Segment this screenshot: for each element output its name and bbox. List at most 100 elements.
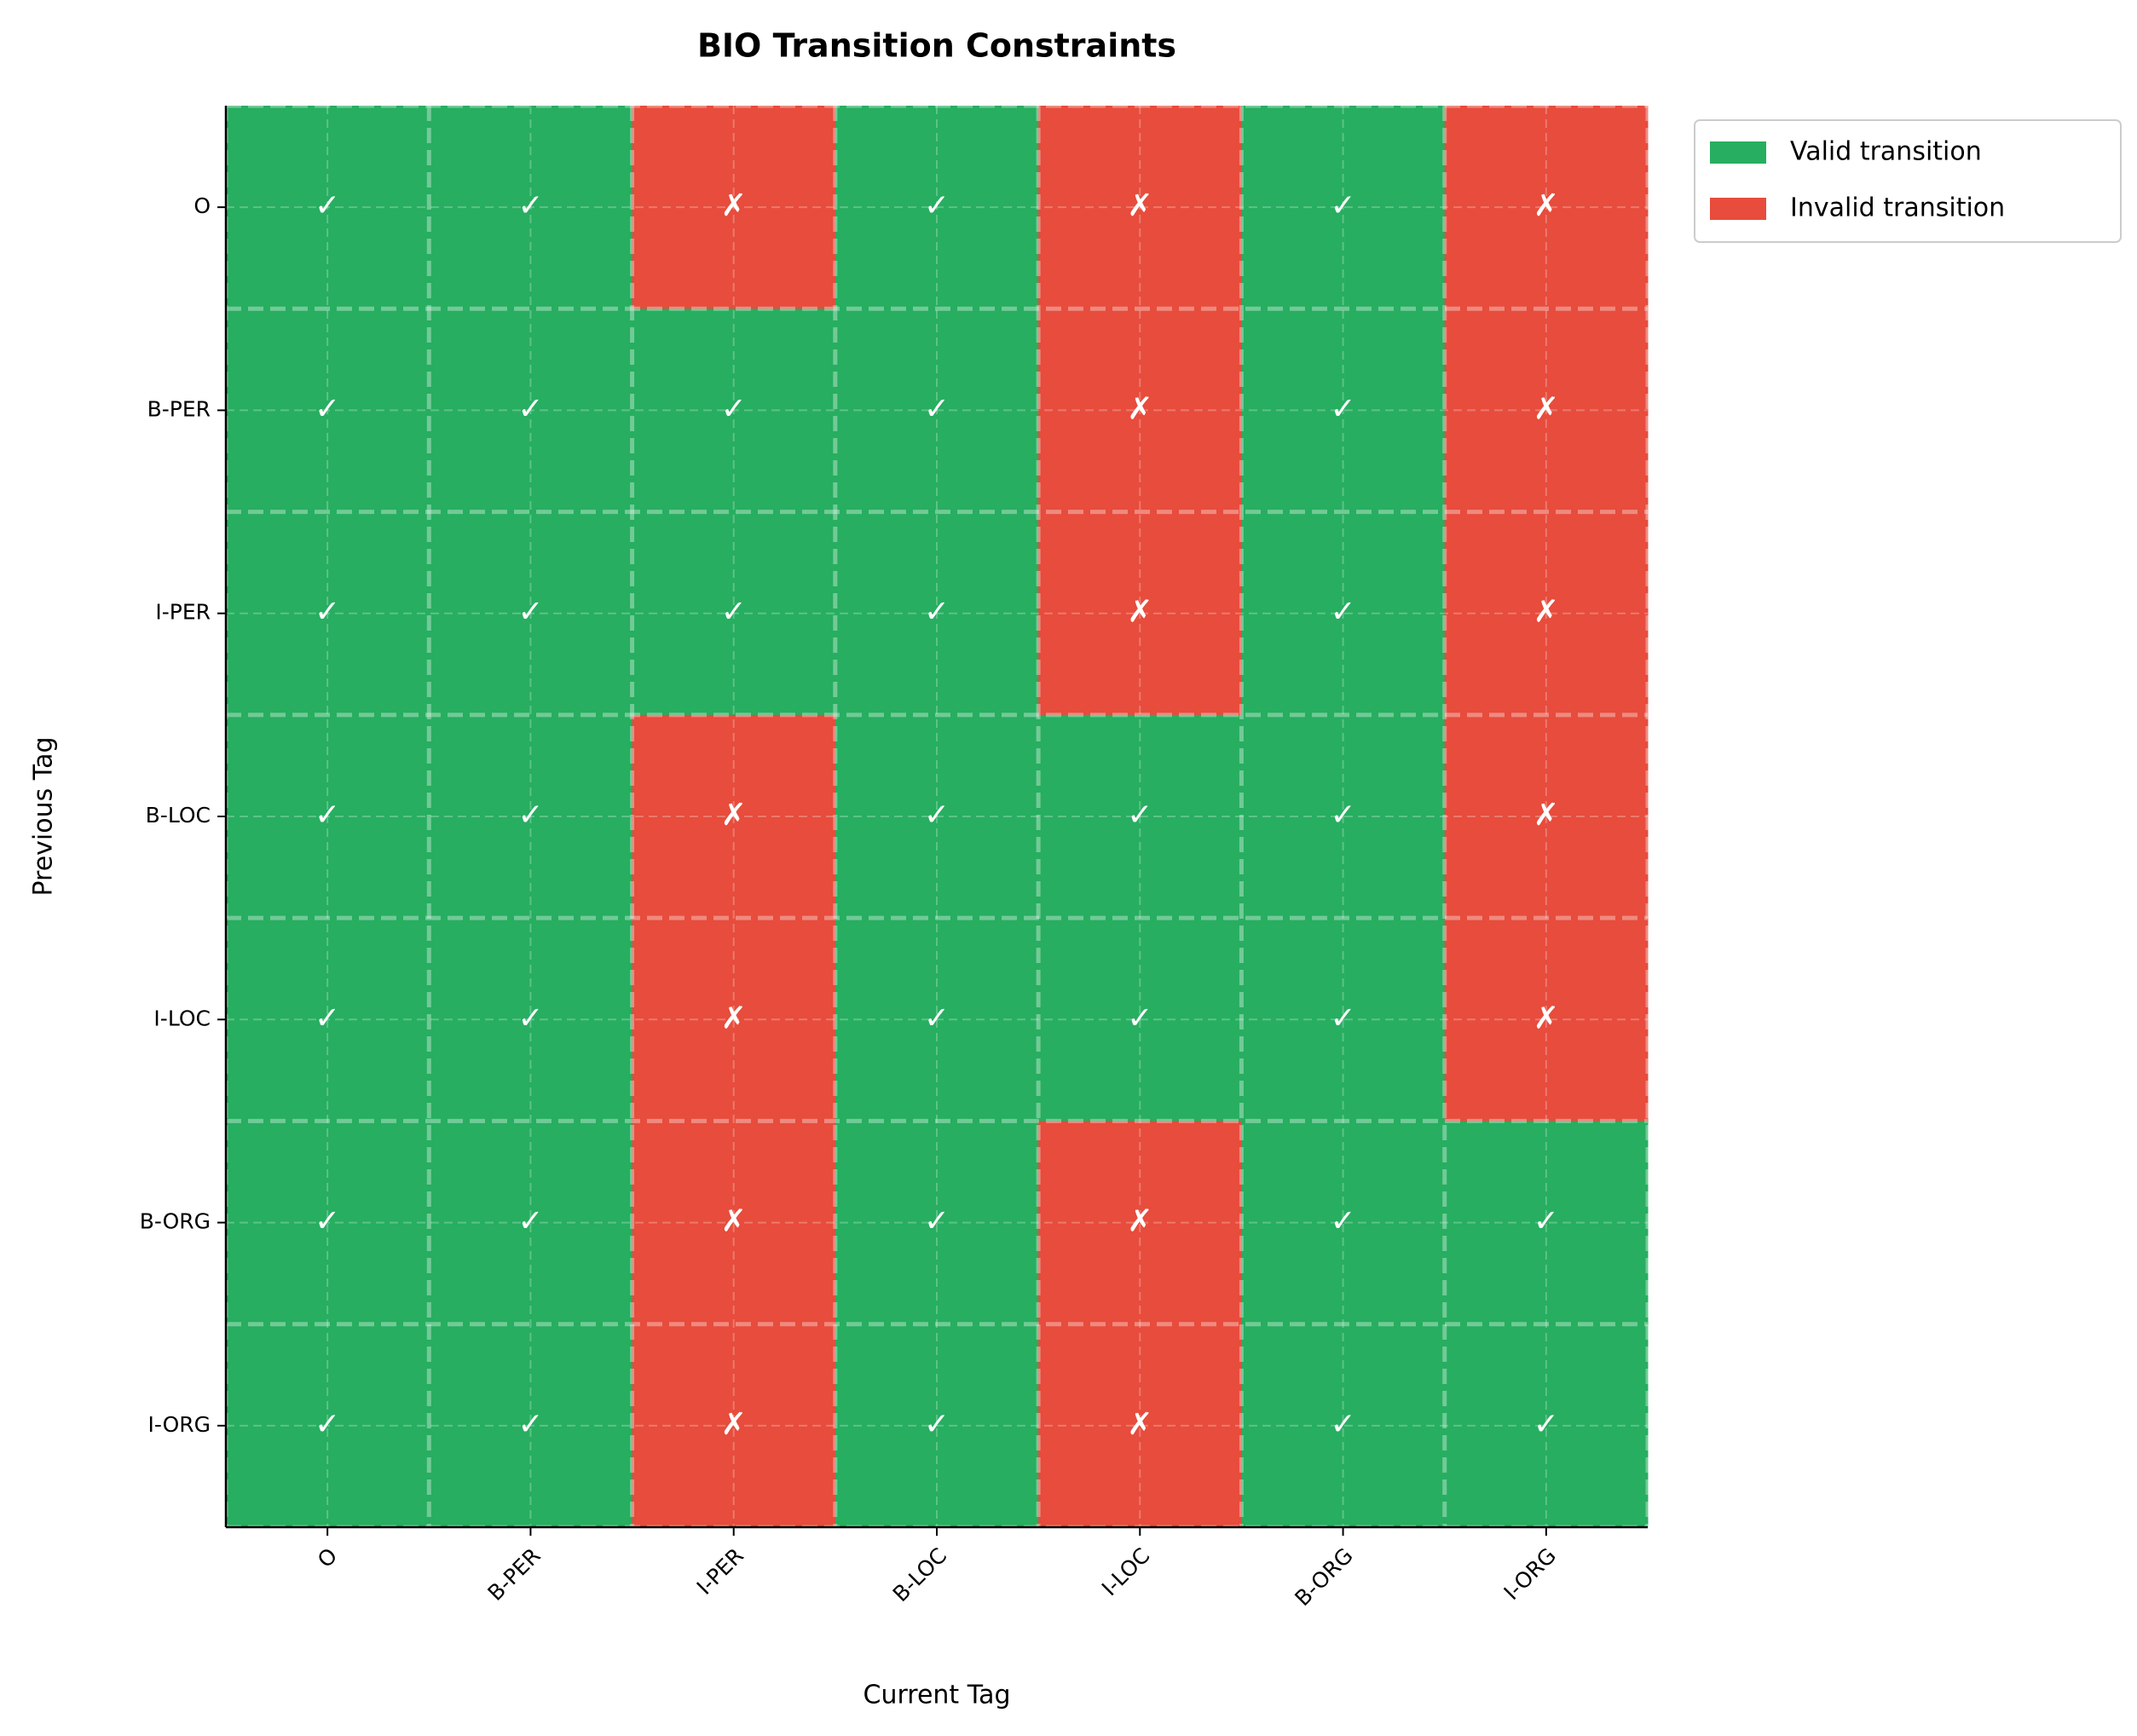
- cell-label: ✗: [721, 1407, 747, 1442]
- heatmap-cell: [429, 1121, 633, 1325]
- cell-label: ✓: [1533, 1407, 1559, 1442]
- heatmap-cell: [632, 106, 836, 309]
- cell-label: ✓: [517, 798, 543, 833]
- x-axis-label: Current Tag: [863, 1681, 1011, 1710]
- heatmap-cell: [226, 1121, 430, 1325]
- cell-label: ✓: [315, 1407, 340, 1442]
- x-tick-label: I-LOC: [1097, 1543, 1155, 1601]
- y-tick-label: B-LOC: [146, 803, 211, 828]
- heatmap-cell: [1038, 1324, 1242, 1528]
- heatmap-cell: [1444, 1324, 1649, 1528]
- cell-label: ✓: [721, 391, 747, 426]
- cell-label: ✓: [1330, 1001, 1355, 1035]
- cell-label: ✓: [924, 1204, 950, 1239]
- cell-label: ✓: [517, 188, 543, 223]
- y-tick-label: B-PER: [147, 396, 211, 421]
- x-tick-label: I-ORG: [1499, 1543, 1561, 1605]
- cell-label: ✓: [315, 798, 340, 833]
- heatmap-cell: [632, 918, 836, 1122]
- heatmap-cell: [429, 1324, 633, 1528]
- heatmap-cell: [429, 511, 633, 716]
- y-tick-label: B-ORG: [140, 1209, 211, 1234]
- y-tick-label: I-ORG: [147, 1412, 211, 1437]
- heatmap-cell: [632, 309, 836, 513]
- heatmap-cell: [1038, 106, 1242, 309]
- heatmap-cell: [632, 1121, 836, 1325]
- heatmap-cell: [1444, 1121, 1649, 1325]
- heatmap-cell: [632, 511, 836, 716]
- heatmap-cell: [1038, 309, 1242, 513]
- heatmap-cell: [835, 918, 1039, 1122]
- cell-label: ✓: [315, 1001, 340, 1035]
- cell-label: ✓: [517, 595, 543, 630]
- cell-label: ✓: [517, 391, 543, 426]
- y-tick-label: I-LOC: [153, 1006, 211, 1030]
- legend-swatch: [1710, 198, 1766, 220]
- cell-label: ✓: [1533, 1204, 1559, 1239]
- cell-label: ✗: [1533, 595, 1559, 630]
- heatmap-cell: [835, 106, 1039, 309]
- heatmap-cell: [632, 1324, 836, 1528]
- heatmap-cell: [1444, 106, 1649, 309]
- chart-title: BIO Transition Constraints: [697, 27, 1176, 65]
- heatmap-cell: [835, 714, 1039, 919]
- heatmap-cell: [226, 309, 430, 513]
- cell-label: ✗: [721, 1001, 747, 1035]
- x-tick-label: O: [313, 1543, 342, 1572]
- legend-label: Invalid transition: [1790, 193, 2005, 223]
- cell-label: ✓: [315, 1204, 340, 1239]
- cell-label: ✗: [721, 188, 747, 223]
- cell-label: ✓: [517, 1001, 543, 1035]
- heatmap-cell: [835, 1324, 1039, 1528]
- heatmap-cell: [632, 714, 836, 919]
- cell-label: ✓: [924, 1407, 950, 1442]
- heatmap-cell: [1241, 1121, 1446, 1325]
- legend-swatch: [1710, 141, 1766, 164]
- cell-label: ✗: [1533, 188, 1559, 223]
- cell-label: ✗: [1127, 188, 1152, 223]
- cell-label: ✓: [517, 1204, 543, 1239]
- y-axis-label: Previous Tag: [29, 736, 59, 896]
- cell-label: ✓: [315, 595, 340, 630]
- heatmap-cell: [226, 918, 430, 1122]
- cell-label: ✓: [315, 391, 340, 426]
- cell-label: ✗: [1533, 798, 1559, 833]
- cell-label: ✗: [721, 798, 747, 833]
- legend-label: Valid transition: [1790, 137, 1982, 167]
- cell-label: ✗: [1127, 391, 1152, 426]
- heatmap-cell: [429, 918, 633, 1122]
- cell-label: ✗: [1127, 1204, 1152, 1239]
- cell-label: ✗: [721, 1204, 747, 1239]
- cell-label: ✓: [1330, 798, 1355, 833]
- heatmap-cell: [1444, 511, 1649, 716]
- cell-label: ✓: [1330, 188, 1355, 223]
- heatmap-cell: [226, 714, 430, 919]
- cell-label: ✓: [1330, 1204, 1355, 1239]
- heatmap-cell: [1241, 309, 1446, 513]
- heatmap-cell: [429, 714, 633, 919]
- cell-label: ✓: [924, 391, 950, 426]
- cell-label: ✓: [1127, 798, 1152, 833]
- y-tick-label: O: [193, 193, 211, 218]
- heatmap-cell: [429, 309, 633, 513]
- cell-label: ✗: [1127, 595, 1152, 630]
- x-tick-label: B-PER: [482, 1543, 545, 1606]
- cell-label: ✓: [924, 595, 950, 630]
- heatmap-cell: [1241, 918, 1446, 1122]
- heatmap-cell: [429, 106, 633, 309]
- heatmap-cell: [1038, 1121, 1242, 1325]
- x-tick-label: I-PER: [692, 1543, 748, 1600]
- heatmap-cell: [226, 106, 430, 309]
- heatmap-cell: [1444, 309, 1649, 513]
- legend-box: [1694, 119, 2122, 243]
- cell-label: ✗: [1127, 1407, 1152, 1442]
- cell-label: ✓: [1330, 595, 1355, 630]
- cell-label: ✓: [1330, 1407, 1355, 1442]
- heatmap-cell: [1038, 918, 1242, 1122]
- x-tick-label: B-LOC: [888, 1543, 951, 1606]
- heatmap-cell: [1038, 511, 1242, 716]
- cell-label: ✓: [721, 595, 747, 630]
- heatmap-cell: [1241, 1324, 1446, 1528]
- cell-label: ✓: [924, 798, 950, 833]
